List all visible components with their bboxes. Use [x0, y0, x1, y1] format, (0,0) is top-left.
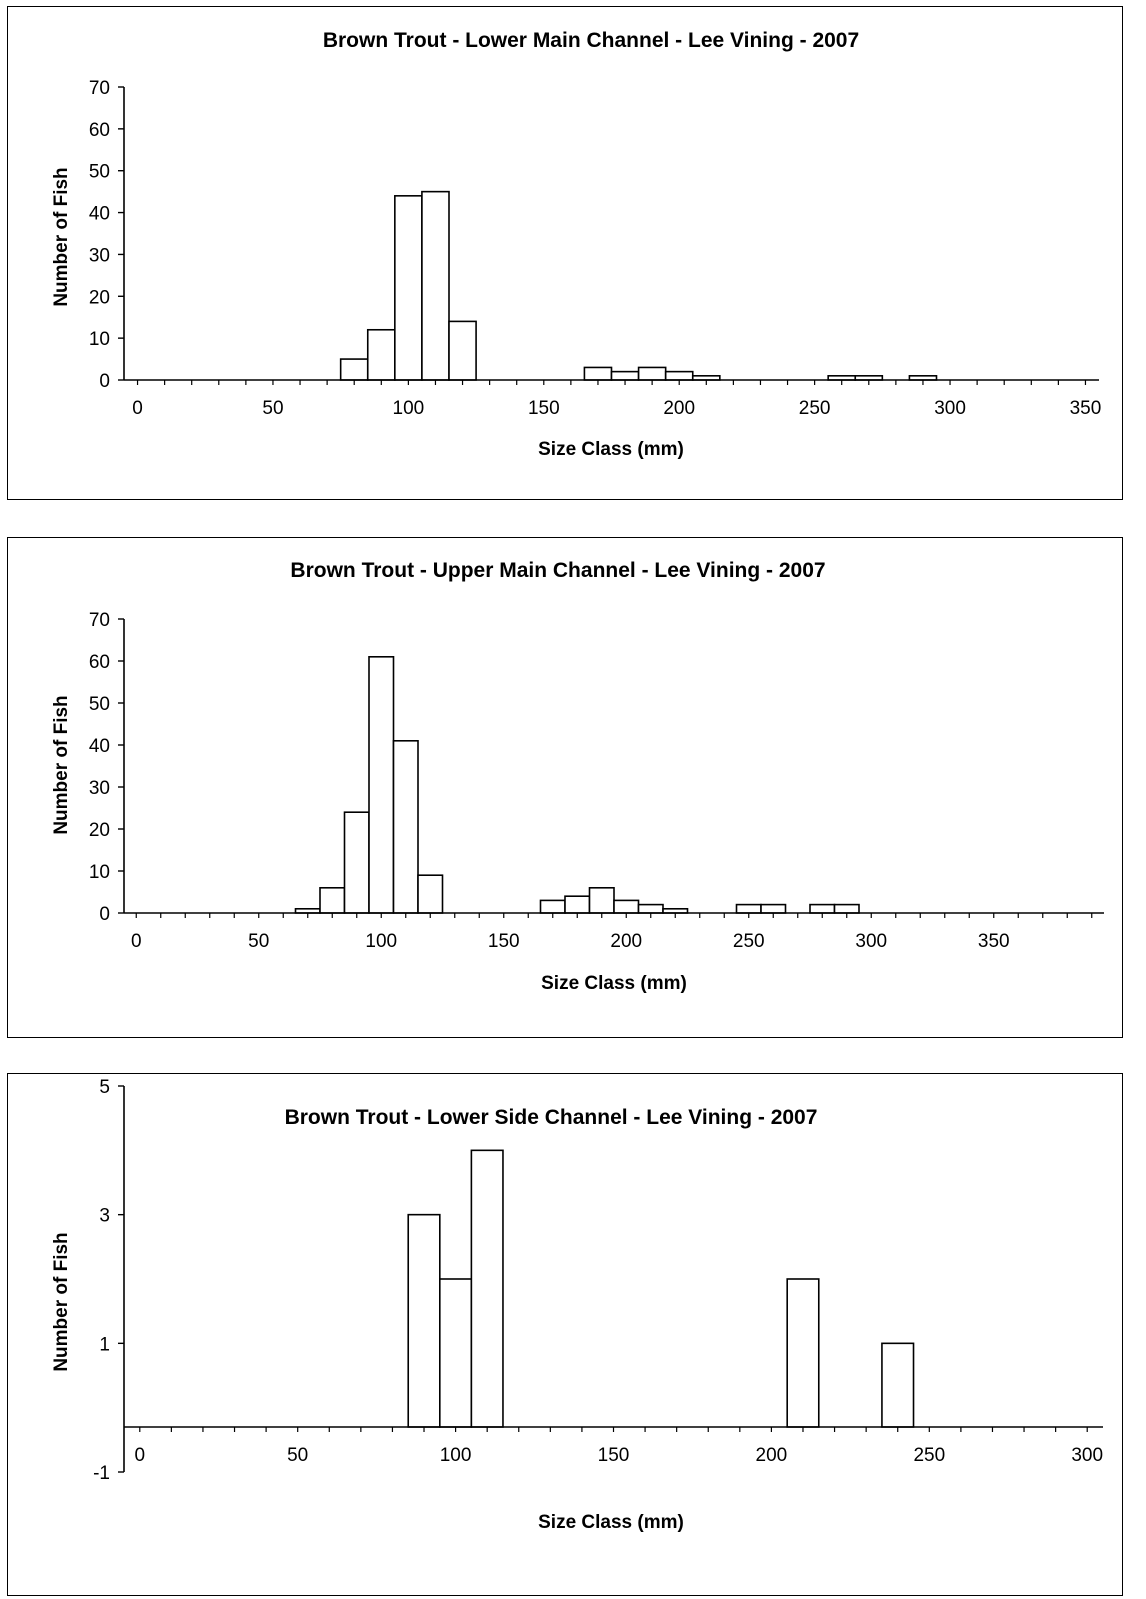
- y-tick-label: 10: [89, 862, 110, 883]
- y-axis-label: Number of Fish: [51, 1232, 72, 1371]
- x-tick-label: 50: [262, 398, 283, 419]
- chart-panel-lower-side-channel: Brown Trout - Lower Side Channel - Lee V…: [7, 1073, 1123, 1596]
- y-tick-label: 70: [89, 78, 110, 99]
- y-tick-label: 40: [89, 204, 110, 225]
- y-tick-label: 5: [99, 1077, 110, 1098]
- x-tick-label: 200: [663, 398, 695, 419]
- histogram-bar: [735, 903, 762, 914]
- x-tick-label: 200: [610, 931, 642, 952]
- y-tick-label: 30: [89, 245, 110, 266]
- x-tick-label: 350: [1070, 398, 1102, 419]
- histogram-bar: [339, 358, 369, 381]
- histogram-bar: [421, 190, 450, 381]
- x-axis-label: Size Class (mm): [538, 439, 684, 460]
- x-tick-label: 350: [978, 931, 1010, 952]
- y-axis-label: Number of Fish: [51, 167, 72, 306]
- y-tick-label: 40: [89, 736, 110, 757]
- x-tick-label: 150: [488, 931, 520, 952]
- chart-title: Brown Trout - Upper Main Channel - Lee V…: [290, 559, 825, 582]
- histogram-bar: [539, 899, 566, 914]
- y-tick-label: 3: [99, 1206, 110, 1227]
- chart-panel-upper-main-channel: Brown Trout - Upper Main Channel - Lee V…: [7, 537, 1123, 1038]
- chart-lower-main-channel: Brown Trout - Lower Main Channel - Lee V…: [51, 29, 1102, 460]
- y-axis-label: Number of Fish: [51, 695, 72, 834]
- x-tick-label: 250: [799, 398, 831, 419]
- chart-lower-side-channel: Brown Trout - Lower Side Channel - Lee V…: [51, 1077, 1103, 1533]
- x-tick-label: 100: [365, 931, 397, 952]
- histogram-bar: [439, 1278, 473, 1428]
- y-tick-label: 10: [89, 329, 110, 350]
- x-tick-label: 250: [913, 1445, 945, 1466]
- x-tick-label: 150: [528, 398, 560, 419]
- histogram-bar: [583, 366, 613, 381]
- y-tick-label: 30: [89, 778, 110, 799]
- y-tick-label: 20: [89, 287, 110, 308]
- y-tick-label: 50: [89, 694, 110, 715]
- x-axis-label: Size Class (mm): [541, 973, 687, 994]
- histogram-bar: [394, 195, 423, 381]
- y-tick-label: 20: [89, 820, 110, 841]
- x-tick-label: 100: [440, 1445, 472, 1466]
- y-tick-label: 50: [89, 162, 110, 183]
- x-tick-label: 0: [135, 1445, 146, 1466]
- histogram-bar: [637, 366, 667, 381]
- x-tick-label: 200: [756, 1445, 788, 1466]
- histogram-bar: [470, 1149, 504, 1428]
- y-tick-label: 70: [89, 610, 110, 631]
- y-tick-label: 1: [99, 1334, 110, 1355]
- histogram-bar: [343, 811, 370, 914]
- histogram-bar: [833, 903, 860, 914]
- histogram-bar: [610, 370, 640, 381]
- x-tick-label: 300: [934, 398, 966, 419]
- histogram-bar: [664, 370, 694, 381]
- x-tick-label: 0: [132, 398, 143, 419]
- chart-panel-lower-main-channel: Brown Trout - Lower Main Channel - Lee V…: [7, 6, 1123, 500]
- y-tick-label: 60: [89, 652, 110, 673]
- chart-upper-main-channel: Brown Trout - Upper Main Channel - Lee V…: [51, 559, 1104, 994]
- histogram-bar: [448, 320, 477, 381]
- histogram-bar: [613, 899, 640, 914]
- histogram-bar: [366, 328, 396, 381]
- histogram-bar: [319, 886, 346, 914]
- y-tick-label: 60: [89, 120, 110, 141]
- y-tick-label: 0: [99, 904, 110, 925]
- x-tick-label: 0: [131, 931, 142, 952]
- histogram-bar: [368, 656, 395, 914]
- histogram-bar: [637, 903, 664, 914]
- histogram-bar: [564, 895, 591, 914]
- x-axis-label: Size Class (mm): [538, 1512, 684, 1533]
- histogram-bar: [809, 903, 836, 914]
- histogram-bar: [392, 740, 419, 914]
- histogram-bar: [881, 1342, 915, 1428]
- histogram-bar: [417, 874, 444, 914]
- x-tick-label: 50: [248, 931, 269, 952]
- histogram-bar: [786, 1278, 820, 1428]
- x-tick-label: 300: [1071, 1445, 1103, 1466]
- x-tick-label: 100: [393, 398, 425, 419]
- x-tick-label: 150: [598, 1445, 630, 1466]
- chart-title: Brown Trout - Lower Side Channel - Lee V…: [285, 1106, 818, 1129]
- x-tick-label: 250: [733, 931, 765, 952]
- x-tick-label: 50: [287, 1445, 308, 1466]
- x-tick-label: 300: [855, 931, 887, 952]
- histogram-bar: [407, 1213, 441, 1428]
- histogram-bar: [588, 886, 615, 914]
- y-tick-label: 0: [99, 371, 110, 392]
- chart-title: Brown Trout - Lower Main Channel - Lee V…: [323, 29, 859, 52]
- y-tick-label: -1: [93, 1463, 110, 1484]
- histogram-bar: [760, 903, 787, 914]
